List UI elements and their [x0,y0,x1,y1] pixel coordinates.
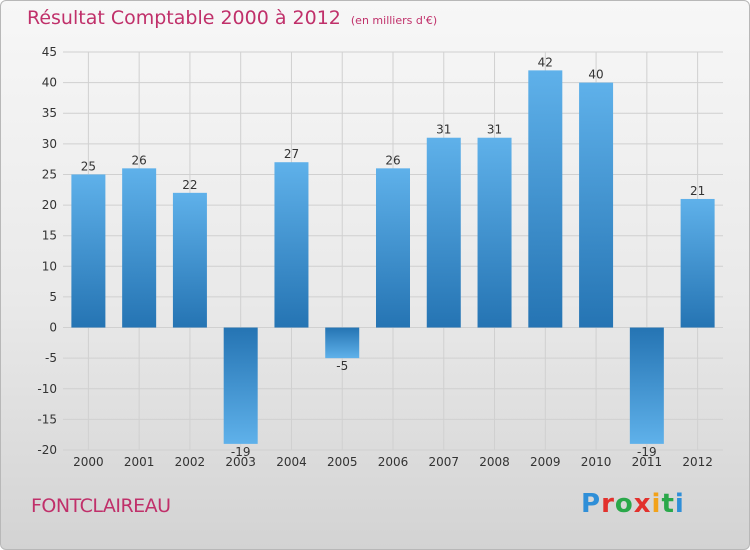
logo-letter: P [581,489,602,519]
x-tick-label: 2003 [225,455,256,469]
x-tick-label: 2012 [682,455,713,469]
x-tick-label: 2006 [378,455,409,469]
y-tick-label: 40 [42,76,57,90]
x-tick-label: 2004 [276,455,307,469]
logo-letter: i [651,489,662,519]
x-tick-label: 2010 [581,455,612,469]
logo-letter: t [661,489,675,519]
bar [376,168,410,328]
bar-value-label: 26 [132,153,147,167]
bar [528,70,563,328]
logo-letter: i [674,489,685,519]
bar [629,327,664,444]
logo-letter: o [614,489,634,519]
bar [325,327,360,359]
x-tick-label: 2011 [632,455,663,469]
bar-value-label: 21 [690,184,705,198]
x-tick-label: 2001 [124,455,155,469]
chart-unit-label: (en milliers d'€) [350,14,438,27]
bar-value-label: 42 [538,55,553,69]
x-tick-label: 2000 [73,455,104,469]
x-tick-label: 2002 [175,455,206,469]
label-layer: 45 40 35 30 25 20 15 10 5 0 -5 -10 -15 -20 25 2000 26 200… [37,45,712,469]
bar-value-label: 22 [182,178,197,192]
y-tick-label: 45 [42,45,57,59]
proxiti-logo: Proxiti [581,489,685,519]
x-tick-label: 2009 [530,455,561,469]
y-tick-label: -10 [37,382,57,396]
bar-value-label: 27 [284,147,299,161]
x-tick-label: 2008 [479,455,510,469]
x-tick-label: 2005 [327,455,358,469]
bar [426,137,461,328]
bar-value-label: -19 [637,445,657,459]
y-tick-label: 5 [49,290,57,304]
logo-letter: x [633,489,652,519]
x-tick-label: 2007 [428,455,459,469]
bar [71,174,106,328]
y-tick-label: -15 [37,412,57,426]
bar-value-label: 26 [385,153,400,167]
bar [172,192,207,328]
y-tick-label: 0 [49,321,57,335]
bar [579,82,614,328]
chart-title-text: Résultat Comptable 2000 à 2012 [27,7,341,29]
chart-title: Résultat Comptable 2000 à 2012 (en millie… [27,7,437,29]
bar [680,198,715,328]
bar [477,137,512,328]
bar-value-label: 40 [588,68,603,82]
bar [223,327,258,444]
commune-name: FONTCLAIREAU [31,495,171,517]
bar [274,162,309,328]
y-tick-label: 25 [42,167,57,181]
y-tick-label: 10 [42,259,57,273]
y-tick-label: 35 [42,106,57,120]
bar-value-label: -5 [336,359,348,373]
y-tick-label: -20 [37,443,57,457]
bar-value-label: 31 [487,123,502,137]
bar-layer [71,70,715,444]
y-tick-label: -5 [45,351,57,365]
y-tick-label: 20 [42,198,57,212]
bar-value-label: 31 [436,123,451,137]
bar [122,168,157,328]
y-tick-label: 30 [42,137,57,151]
bar-value-label: -19 [231,445,251,459]
logo-letter: r [601,489,615,519]
y-tick-label: 15 [42,229,57,243]
bar-value-label: 25 [81,159,96,173]
